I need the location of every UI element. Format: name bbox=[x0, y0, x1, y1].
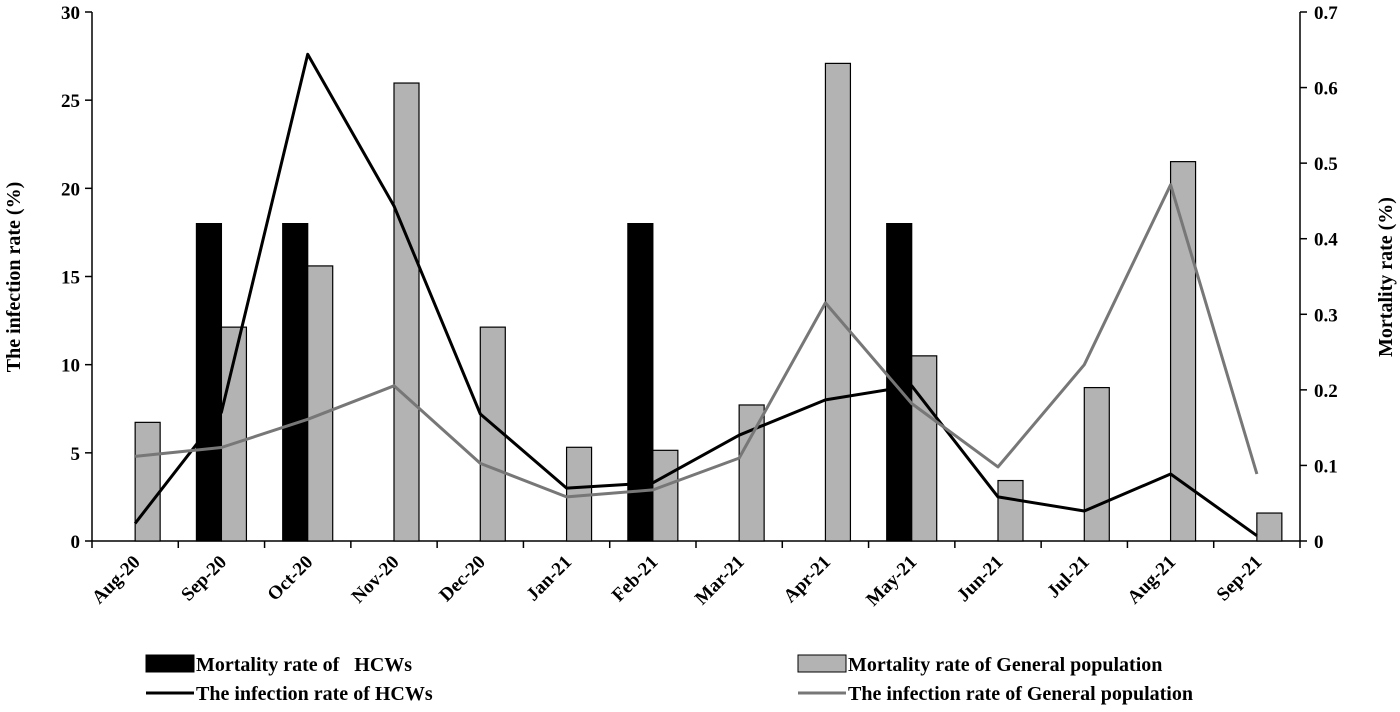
line-hcw-infection bbox=[133, 52, 1258, 537]
x-tick-label: Oct-20 bbox=[264, 552, 318, 606]
left-tick-label: 30 bbox=[61, 3, 80, 24]
x-tick-label: Sep-21 bbox=[1213, 552, 1267, 606]
legend-swatch-general-mortality bbox=[797, 654, 847, 673]
bar-general-mortality bbox=[393, 82, 420, 542]
x-tick-label: Apr-21 bbox=[780, 552, 835, 607]
legend-label-general-mortality: Mortality rate of General population bbox=[848, 654, 1162, 676]
line-general-infection bbox=[134, 183, 1259, 499]
bar-general-mortality bbox=[479, 326, 506, 542]
right-tick-label: 0.2 bbox=[1314, 381, 1338, 402]
x-tick-label: May-21 bbox=[862, 552, 921, 611]
bar-general-mortality bbox=[1083, 386, 1110, 542]
left-tick-label: 25 bbox=[61, 91, 80, 112]
legend-label-general-infection: The infection rate of General population bbox=[848, 683, 1193, 705]
right-tick-label: 0 bbox=[1314, 532, 1324, 553]
x-tick-label: Jun-21 bbox=[953, 552, 1007, 606]
legend-label-hcw-mortality: Mortality rate of HCWs bbox=[196, 654, 412, 676]
x-tick-label: Jan-21 bbox=[522, 552, 576, 606]
bar-general-mortality bbox=[307, 265, 334, 542]
bar-general-mortality bbox=[652, 449, 679, 542]
right-tick-label: 0.5 bbox=[1314, 154, 1338, 175]
left-tick-label: 5 bbox=[71, 444, 81, 465]
bar-general-mortality bbox=[220, 326, 248, 542]
x-tick-label: Nov-20 bbox=[348, 552, 404, 608]
plot-area bbox=[91, 12, 1301, 542]
right-tick-label: 0.6 bbox=[1314, 79, 1338, 100]
bar-hcw-mortality bbox=[627, 223, 654, 542]
left-y-axis: 0 5 10 15 20 25 30 bbox=[61, 3, 92, 553]
bar-general-mortality bbox=[1256, 512, 1283, 542]
left-tick-label: 15 bbox=[61, 268, 80, 289]
x-axis: Aug-20 Sep-20 Oct-20 Nov-20 Dec-20 Jan-21 Feb-… bbox=[88, 541, 1301, 611]
right-tick-label: 0.3 bbox=[1314, 305, 1338, 326]
bar-hcw-mortality bbox=[282, 223, 309, 542]
x-tick-label: Aug-21 bbox=[1123, 552, 1180, 609]
bar-general-mortality bbox=[911, 355, 938, 542]
legend-label-hcw-infection: The infection rate of HCWs bbox=[196, 683, 433, 705]
bar-general-mortality bbox=[997, 479, 1024, 542]
bars bbox=[134, 62, 1283, 542]
left-tick-label: 20 bbox=[61, 179, 80, 200]
left-axis-title: The infection rate (%) bbox=[3, 182, 25, 373]
left-tick-label: 10 bbox=[61, 356, 80, 377]
bar-general-mortality bbox=[134, 421, 161, 542]
x-tick-label: Dec-20 bbox=[435, 552, 489, 606]
right-y-axis: 0 0.1 0.2 0.3 0.4 0.5 0.6 0.7 bbox=[1300, 3, 1338, 553]
x-tick-label: Feb-21 bbox=[608, 552, 662, 606]
x-tick-label: Aug-20 bbox=[88, 552, 145, 609]
right-tick-label: 0.7 bbox=[1314, 3, 1338, 24]
x-tick-label: Sep-20 bbox=[177, 552, 231, 606]
right-axis-title: Mortality rate (%) bbox=[1375, 197, 1397, 357]
right-tick-label: 0.4 bbox=[1314, 230, 1338, 251]
lines bbox=[133, 52, 1259, 537]
legend: Mortality rate of HCWs Mortality rate of… bbox=[145, 654, 1193, 705]
right-tick-label: 0.1 bbox=[1314, 456, 1338, 477]
bar-hcw-mortality bbox=[195, 223, 223, 542]
left-tick-label: 0 bbox=[71, 532, 81, 553]
bar-hcw-mortality bbox=[886, 223, 913, 542]
x-tick-label: Jul-21 bbox=[1043, 552, 1094, 603]
x-tick-label: Mar-21 bbox=[691, 552, 749, 610]
bar-general-mortality bbox=[824, 62, 852, 542]
legend-swatch-hcw-mortality bbox=[145, 654, 195, 673]
